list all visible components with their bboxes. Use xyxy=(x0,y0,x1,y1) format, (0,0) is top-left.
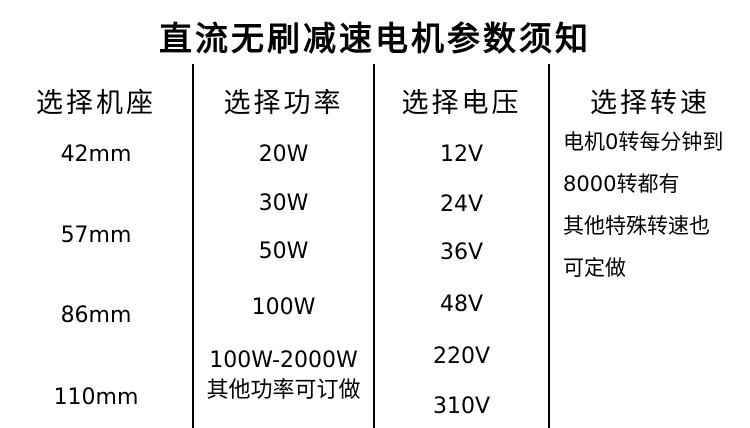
frame-size-value: 110mm xyxy=(53,385,139,410)
voltage-value: 12V xyxy=(439,142,484,167)
voltage-value: 24V xyxy=(439,192,484,217)
column-header-speed: 选择转速 xyxy=(590,88,710,119)
speed-note-line: 可定做 xyxy=(563,256,626,280)
voltage-value: 48V xyxy=(439,292,484,317)
voltage-value: 220V xyxy=(432,344,491,369)
column-header-voltage: 选择电压 xyxy=(401,88,522,119)
power-value: 30W xyxy=(258,191,309,216)
speed-note: 电机0转每分钟到 8000转都有 其他特殊转速也 可定做 xyxy=(563,121,748,289)
frame-size-value: 42mm xyxy=(60,142,132,167)
power-value: 50W xyxy=(258,239,309,264)
column-divider-2 xyxy=(373,64,375,428)
speed-note-line: 其他特殊转速也 xyxy=(563,214,710,238)
power-range-value: 100W-2000W xyxy=(209,348,358,373)
voltage-value: 310V xyxy=(432,394,491,419)
frame-size-value: 86mm xyxy=(60,303,132,328)
frame-size-value: 57mm xyxy=(60,223,132,248)
speed-note-line: 电机0转每分钟到 xyxy=(563,130,724,154)
column-divider-1 xyxy=(192,64,194,428)
column-divider-3 xyxy=(548,64,550,428)
column-header-power: 选择功率 xyxy=(223,88,344,119)
voltage-value: 36V xyxy=(439,240,484,265)
speed-note-line: 8000转都有 xyxy=(563,172,680,196)
column-header-frame-size: 选择机座 xyxy=(36,88,156,119)
power-value: 20W xyxy=(258,142,309,167)
page-title: 直流无刷减速电机参数须知 xyxy=(159,19,591,58)
power-custom-note: 其他功率可订做 xyxy=(206,378,361,403)
power-value: 100W xyxy=(251,295,316,320)
